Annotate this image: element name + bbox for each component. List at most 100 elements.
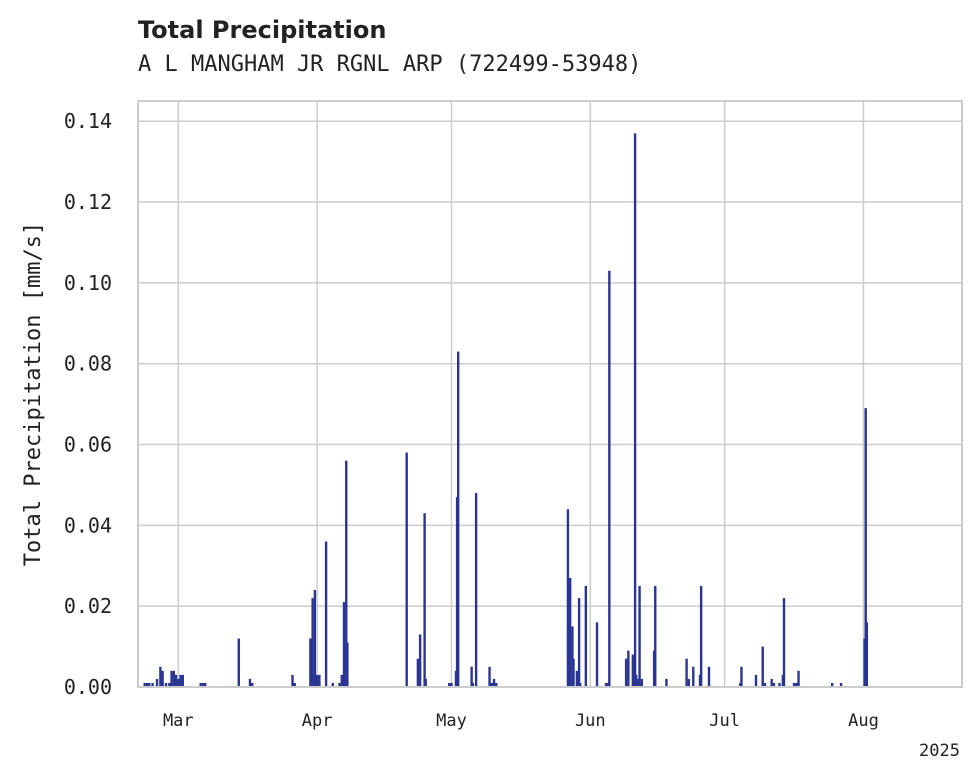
precip-bar <box>311 598 314 687</box>
precip-bar <box>423 513 426 687</box>
precip-bar <box>571 626 574 687</box>
y-tick-label: 0.00 <box>64 675 112 699</box>
precip-bar <box>595 622 599 687</box>
y-tick-label: 0.06 <box>64 433 112 457</box>
precip-bar <box>770 678 773 687</box>
precip-bar <box>864 408 867 687</box>
data-bars <box>143 133 869 687</box>
x-tick-label: Jun <box>575 711 606 731</box>
precip-bar <box>685 658 688 687</box>
precip-bar <box>665 678 668 687</box>
chart-subtitle: A L MANGHAM JR RGNL ARP (722499-53948) <box>138 52 642 77</box>
x-tick-label: May <box>436 711 467 731</box>
precip-bar <box>471 682 474 687</box>
y-tick-label: 0.02 <box>64 594 112 618</box>
precip-bar <box>584 585 588 687</box>
x-tick-label: Apr <box>302 711 333 731</box>
y-axis-ticks: 0.00 0.02 0.04 0.06 0.08 0.10 0.12 0.14 <box>64 109 112 699</box>
precip-bar <box>654 585 657 687</box>
precip-bar <box>707 666 711 687</box>
precip-bar <box>345 460 348 687</box>
precip-bar <box>470 666 473 687</box>
y-tick-label: 0.10 <box>64 271 112 295</box>
precip-bar <box>164 682 168 687</box>
precip-bar <box>754 674 758 687</box>
chart-title: Total Precipitation <box>138 16 387 44</box>
precip-bar <box>338 682 341 687</box>
precip-bar <box>340 674 343 687</box>
y-axis-label: Total Precipitation [mm/s] <box>21 222 46 566</box>
precip-bar <box>172 670 176 687</box>
y-tick-label: 0.14 <box>64 109 112 133</box>
precip-bar <box>248 678 252 687</box>
precip-bar <box>761 646 764 687</box>
precip-bar <box>324 541 328 687</box>
precip-bar <box>579 682 582 687</box>
precip-bar <box>839 682 843 687</box>
precip-bar <box>830 682 834 687</box>
precip-bar <box>145 682 149 687</box>
precip-bar <box>448 682 451 687</box>
precip-bar <box>699 585 703 687</box>
precip-bar <box>575 670 579 687</box>
precip-bar <box>416 658 420 687</box>
precip-bar <box>251 682 254 687</box>
precip-bar <box>161 670 164 687</box>
precip-bar <box>170 670 173 687</box>
plot-frame <box>137 100 963 688</box>
precip-bar <box>201 682 205 687</box>
precip-bar <box>313 590 317 687</box>
precip-bar <box>455 497 459 687</box>
precip-bar <box>740 666 743 687</box>
x-axis-ticks: Mar Apr May Jun Jul Aug <box>163 711 879 731</box>
precip-bar <box>633 133 637 687</box>
precip-bar <box>474 493 478 687</box>
precip-bar <box>151 682 154 687</box>
precip-bar <box>572 658 575 687</box>
precip-bar <box>492 678 496 687</box>
precip-bar <box>495 682 498 687</box>
precip-bar <box>568 577 572 687</box>
precip-bar <box>792 682 796 687</box>
precip-bar <box>424 678 427 687</box>
y-tick-label: 0.12 <box>64 190 112 214</box>
precip-bar <box>687 678 691 687</box>
precip-bar <box>763 682 767 687</box>
precip-bar <box>237 638 240 687</box>
x-tick-label: Aug <box>848 711 879 731</box>
y-tick-label: 0.08 <box>64 352 112 376</box>
precip-bar <box>179 674 182 687</box>
precip-bar <box>604 682 608 687</box>
precip-bar <box>291 674 294 687</box>
precip-bar <box>181 674 184 687</box>
precip-bar <box>640 678 643 687</box>
precip-bar <box>148 682 151 687</box>
precip-bar <box>418 634 422 687</box>
precip-bar <box>795 682 798 687</box>
precip-bar <box>177 678 180 687</box>
precip-bar <box>638 585 641 687</box>
precip-bar <box>342 602 346 687</box>
x-tick-label: Jul <box>709 711 740 731</box>
precip-bar <box>778 682 781 687</box>
precip-bar <box>577 598 581 687</box>
precip-bar <box>331 682 334 687</box>
precip-bar <box>772 682 776 687</box>
precip-bar <box>624 658 628 687</box>
precip-bar <box>199 682 202 687</box>
year-label: 2025 <box>919 741 960 761</box>
precip-bar <box>608 270 611 687</box>
precip-bar <box>797 670 800 687</box>
precip-bar <box>865 622 869 687</box>
precip-bar <box>174 674 178 687</box>
precip-bar <box>635 674 638 687</box>
precip-bar <box>155 678 159 687</box>
precip-bar <box>488 666 491 687</box>
precip-bar <box>318 674 321 687</box>
precip-bar <box>346 642 349 687</box>
precip-bar <box>566 509 570 687</box>
precip-bar <box>692 666 695 687</box>
x-tick-label: Mar <box>163 711 194 731</box>
precip-bar <box>203 682 207 687</box>
